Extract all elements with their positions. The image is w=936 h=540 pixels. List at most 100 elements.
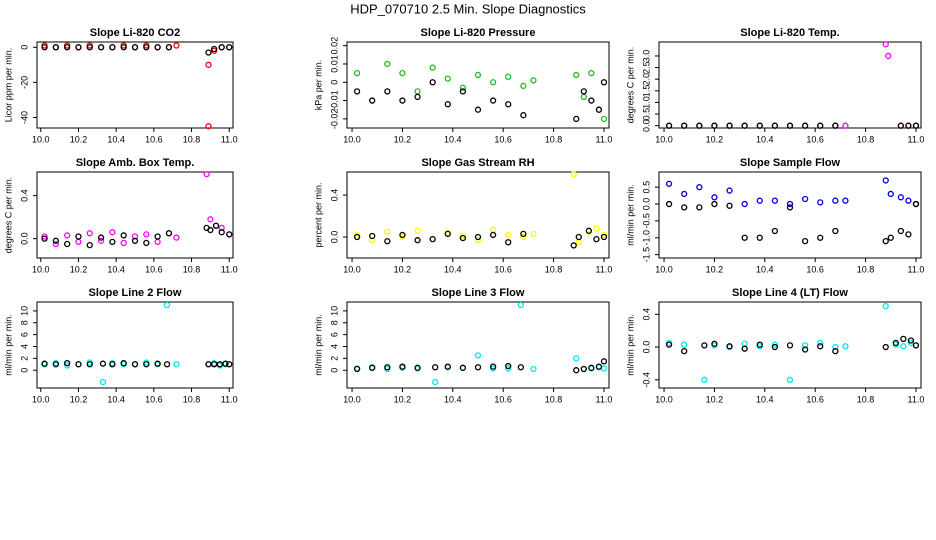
x-tick-label: 10.6 xyxy=(145,134,163,144)
data-point xyxy=(222,360,229,367)
data-point xyxy=(600,233,608,241)
data-point xyxy=(771,197,779,204)
data-point xyxy=(52,44,59,51)
data-point xyxy=(165,44,173,51)
data-point xyxy=(505,101,512,108)
x-tick-label: 11.0 xyxy=(221,264,238,274)
data-point xyxy=(756,341,763,348)
data-point xyxy=(580,365,587,373)
data-point xyxy=(474,352,482,359)
data-point xyxy=(163,361,171,368)
data-point xyxy=(771,341,779,348)
y-tick-label: 6 xyxy=(19,332,29,337)
data-point xyxy=(64,362,71,369)
data-point xyxy=(580,93,587,101)
data-point xyxy=(696,204,703,211)
data-point xyxy=(600,231,608,239)
data-point xyxy=(897,194,904,201)
data-point xyxy=(892,339,899,347)
y-tick-label: 4 xyxy=(329,344,339,349)
x-tick-label: 10.4 xyxy=(756,394,774,404)
x-tick-label: 10.2 xyxy=(394,264,412,274)
data-point xyxy=(444,75,451,82)
x-tick-label: 10.4 xyxy=(444,394,462,404)
y-tick-label: 2 xyxy=(329,356,339,361)
data-point xyxy=(575,233,582,241)
data-point xyxy=(369,364,376,371)
data-point xyxy=(97,44,105,51)
data-point xyxy=(109,361,116,368)
data-point xyxy=(588,97,595,104)
y-tick-label: 10 xyxy=(19,306,29,316)
x-tick-label: 10.6 xyxy=(494,394,512,404)
data-point xyxy=(154,44,161,51)
data-point xyxy=(207,216,214,223)
data-point xyxy=(900,343,907,350)
data-point xyxy=(52,237,59,244)
data-point xyxy=(120,44,127,51)
data-point xyxy=(64,359,71,367)
data-point xyxy=(64,240,71,248)
data-point xyxy=(64,44,71,51)
data-point xyxy=(489,231,497,239)
data-point xyxy=(41,44,48,51)
data-point xyxy=(226,231,233,238)
y-tick-label: 0.0 xyxy=(329,231,339,244)
data-point xyxy=(131,233,139,240)
x-tick-label: 11.0 xyxy=(908,264,925,274)
data-point xyxy=(86,361,93,368)
plot-frame xyxy=(346,301,610,389)
data-point xyxy=(109,229,116,236)
x-tick-label: 10.2 xyxy=(706,134,724,144)
panel-title: Slope Li-820 Pressure xyxy=(421,27,536,39)
data-point xyxy=(681,341,688,348)
data-point xyxy=(353,231,361,239)
y-tick-label: 6 xyxy=(329,332,339,337)
data-point xyxy=(75,44,82,51)
data-point xyxy=(489,363,497,370)
data-point xyxy=(226,361,233,368)
data-point xyxy=(726,202,733,209)
data-point xyxy=(505,231,512,239)
data-point xyxy=(756,197,763,204)
x-tick-label: 11.0 xyxy=(596,134,613,144)
data-point xyxy=(593,235,600,243)
panel-title: Slope Sample Flow xyxy=(740,157,841,169)
data-point xyxy=(897,227,904,235)
x-tick-label: 10.0 xyxy=(655,134,673,144)
data-point xyxy=(154,233,161,240)
y-axis-label: ml/min per min. xyxy=(625,184,635,246)
x-tick-label: 10.4 xyxy=(444,264,462,274)
data-point xyxy=(832,347,839,355)
plot-frame xyxy=(36,41,234,129)
data-point xyxy=(205,361,212,368)
data-point xyxy=(109,238,116,246)
data-point xyxy=(681,190,688,198)
data-point xyxy=(399,233,406,241)
y-tick-label: -20 xyxy=(19,76,29,89)
y-tick-label: 0 xyxy=(19,45,29,50)
data-point xyxy=(741,200,748,208)
data-point xyxy=(429,79,436,86)
data-point xyxy=(489,226,497,233)
data-point xyxy=(353,88,361,95)
data-point xyxy=(75,238,82,246)
panel-title: Slope Line 3 Flow xyxy=(432,287,525,299)
y-tick-label: 3.0 xyxy=(641,50,651,63)
x-tick-label: 10.6 xyxy=(145,394,163,404)
data-point xyxy=(173,361,180,368)
data-point xyxy=(600,365,608,372)
data-point xyxy=(384,364,391,371)
data-point xyxy=(801,342,809,349)
x-tick-label: 10.8 xyxy=(183,264,201,274)
data-point xyxy=(414,364,421,371)
data-point xyxy=(905,122,912,129)
data-point xyxy=(86,230,93,237)
panel-title: Slope Gas Stream RH xyxy=(421,157,534,169)
data-point xyxy=(97,234,105,241)
y-tick-label: -0.02 xyxy=(329,109,339,130)
y-tick-label: 0.5 xyxy=(641,108,651,121)
data-point xyxy=(505,73,512,80)
x-tick-label: 10.8 xyxy=(857,134,875,144)
data-point xyxy=(588,69,595,77)
